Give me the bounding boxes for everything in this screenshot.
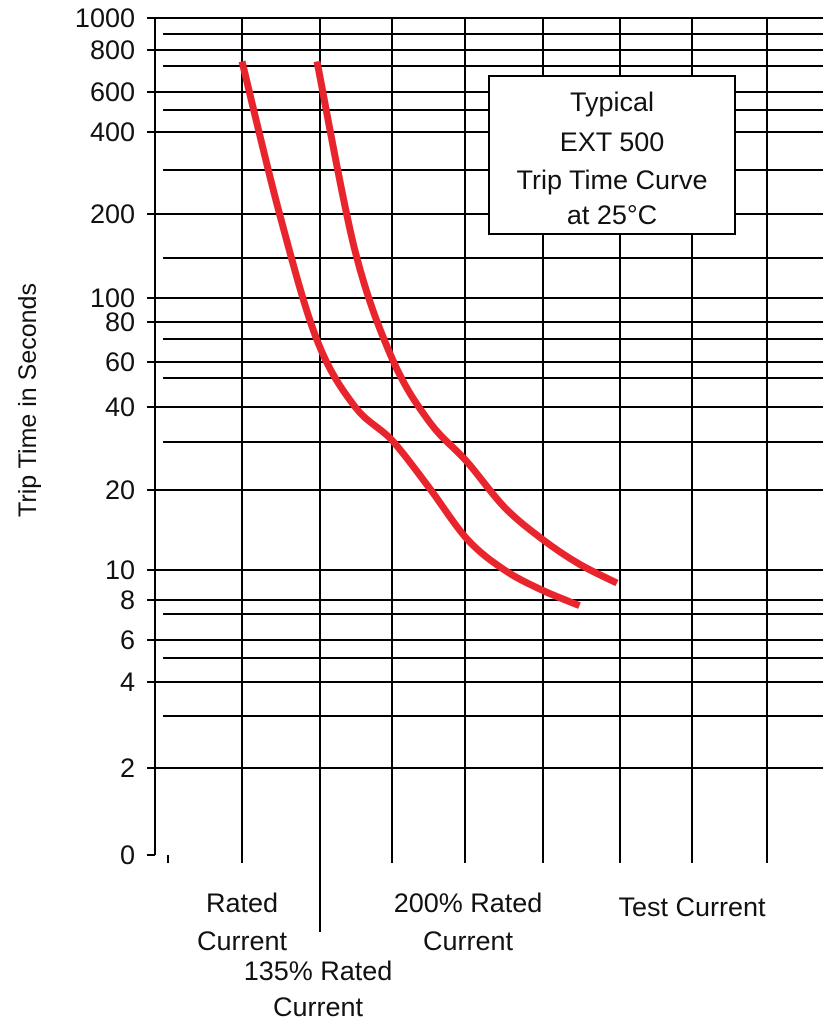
- trip-curves: [238, 60, 619, 609]
- y-tick-label-600: 600: [90, 77, 135, 107]
- title-box: Typical EXT 500 Trip Time Curve at 25°C: [488, 75, 736, 235]
- title-line-2: EXT 500: [560, 127, 665, 157]
- y-tick-label-4: 4: [120, 667, 135, 697]
- y-tick-label-0: 0: [120, 840, 135, 870]
- x-category-labels: Rated Current 135% Rated Current 200% Ra…: [197, 888, 766, 1022]
- y-tick-label-1000: 1000: [75, 3, 135, 33]
- x-label-135-line-2: Current: [273, 992, 364, 1022]
- y-tick-label-200: 200: [90, 199, 135, 229]
- x-label-200-line-1: 200% Rated: [394, 888, 543, 918]
- trip-curve-1: [238, 60, 581, 609]
- y-tick-label-80: 80: [105, 307, 135, 337]
- title-line-1: Typical: [570, 87, 654, 117]
- y-tick-label-10: 10: [105, 555, 135, 585]
- x-label-135-line-1: 135% Rated: [244, 956, 393, 986]
- y-tick-label-40: 40: [105, 392, 135, 422]
- y-axis-label: Trip Time in Seconds: [14, 283, 42, 517]
- y-tick-label-60: 60: [105, 347, 135, 377]
- y-tick-label-400: 400: [90, 117, 135, 147]
- y-tick-label-800: 800: [90, 35, 135, 65]
- title-line-4: at 25°C: [567, 200, 657, 230]
- title-line-3: Trip Time Curve: [516, 165, 707, 195]
- y-tick-label-100: 100: [90, 283, 135, 313]
- y-tick-label-6: 6: [120, 625, 135, 655]
- x-label-test: Test Current: [618, 892, 766, 922]
- x-label-rated-line-2: Current: [197, 926, 288, 956]
- y-tick-label-8: 8: [120, 585, 135, 615]
- x-axis-ticks: [167, 855, 768, 932]
- x-label-rated-line-1: Rated: [206, 888, 278, 918]
- y-tick-label-2: 2: [120, 753, 135, 783]
- y-tick-label-20: 20: [105, 475, 135, 505]
- trip-curve-2: [313, 60, 619, 587]
- x-label-200-line-2: Current: [423, 926, 514, 956]
